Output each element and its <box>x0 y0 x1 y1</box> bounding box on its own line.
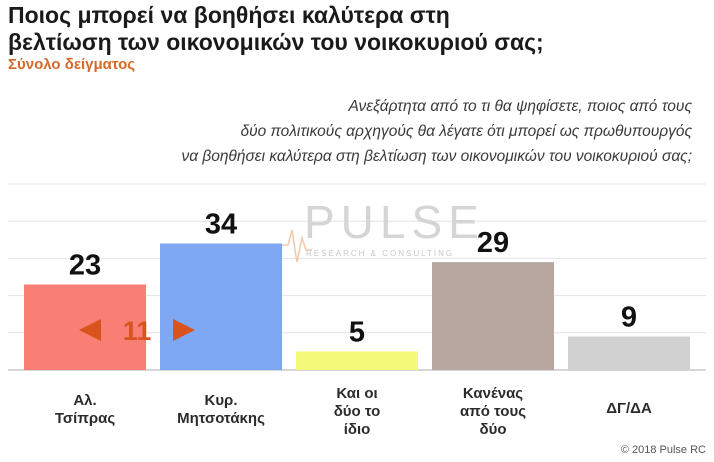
category-label-1: Αλ. Τσίπρας <box>55 392 115 427</box>
arrow-right-icon <box>173 319 195 341</box>
difference-annotation: 11 <box>79 316 195 346</box>
question-line-1: Ανεξάρτητα από το τι θα ψηφίσετε, ποιος … <box>348 98 692 115</box>
category-label-5: ΔΓ/ΔΑ <box>606 400 652 417</box>
difference-value: 11 <box>123 316 152 346</box>
bar-2 <box>160 243 282 370</box>
watermark-tagline: RESEARCH & CONSULTING <box>306 249 454 258</box>
arrow-left-icon <box>79 319 101 341</box>
category-label-4: Κανένας από τους δύο <box>460 385 526 438</box>
category-label-3: Και οι δύο το ίδιο <box>334 385 381 438</box>
chart-title: Ποιος μπορεί να βοηθήσει καλύτερα στη βε… <box>8 2 698 56</box>
value-label-3: 5 <box>349 316 365 348</box>
value-labels: 23 34 5 29 9 <box>69 209 637 349</box>
watermark-brand: PULSE <box>304 196 485 248</box>
value-label-2: 34 <box>205 209 237 241</box>
title-line-1: Ποιος μπορεί να βοηθήσει καλύτερα στη <box>8 2 450 28</box>
bar-4 <box>432 262 554 370</box>
category-labels: Αλ. Τσίπρας Κυρ. Μητσοτάκης Και οι δύο το ίδιο… <box>55 385 652 438</box>
value-label-1: 23 <box>69 249 101 281</box>
title-line-2: βελτίωση των οικονομικών του νοικοκυριού… <box>8 29 544 55</box>
bar-5 <box>568 336 690 370</box>
category-label-2: Κυρ. Μητσοτάκης <box>177 392 265 427</box>
bars <box>24 243 690 370</box>
value-label-4: 29 <box>477 227 509 259</box>
chart-subtitle: Σύνολο δείγματος <box>8 56 136 73</box>
question-line-2: δύο πολιτικούς αρχηγούς θα λέγατε ότι μπ… <box>240 123 692 140</box>
pulse-wave-icon <box>280 229 312 263</box>
question-line-3: να βοηθήσει καλύτερα στη βελτίωση των οι… <box>181 148 692 165</box>
survey-question: Ανεξάρτητα από το τι θα ψηφίσετε, ποιος … <box>52 94 692 169</box>
value-label-5: 9 <box>621 302 637 334</box>
pulse-watermark-logo: PULSE RESEARCH & CONSULTING <box>280 196 485 263</box>
bar-3 <box>296 351 418 370</box>
copyright-notice: © 2018 Pulse RC <box>620 444 706 456</box>
